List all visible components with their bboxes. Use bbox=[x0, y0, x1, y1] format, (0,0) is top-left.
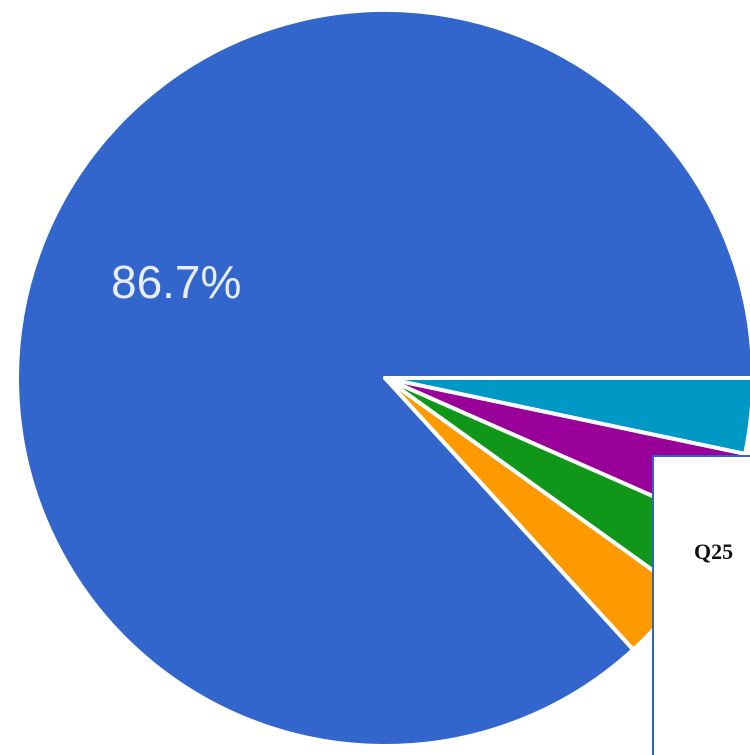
question-label: Q25 bbox=[694, 539, 734, 564]
overlay-card: Q25 bbox=[652, 455, 750, 755]
pie-slice-5 bbox=[383, 376, 750, 456]
pie-slice-label-1: 86.7% bbox=[111, 256, 241, 308]
